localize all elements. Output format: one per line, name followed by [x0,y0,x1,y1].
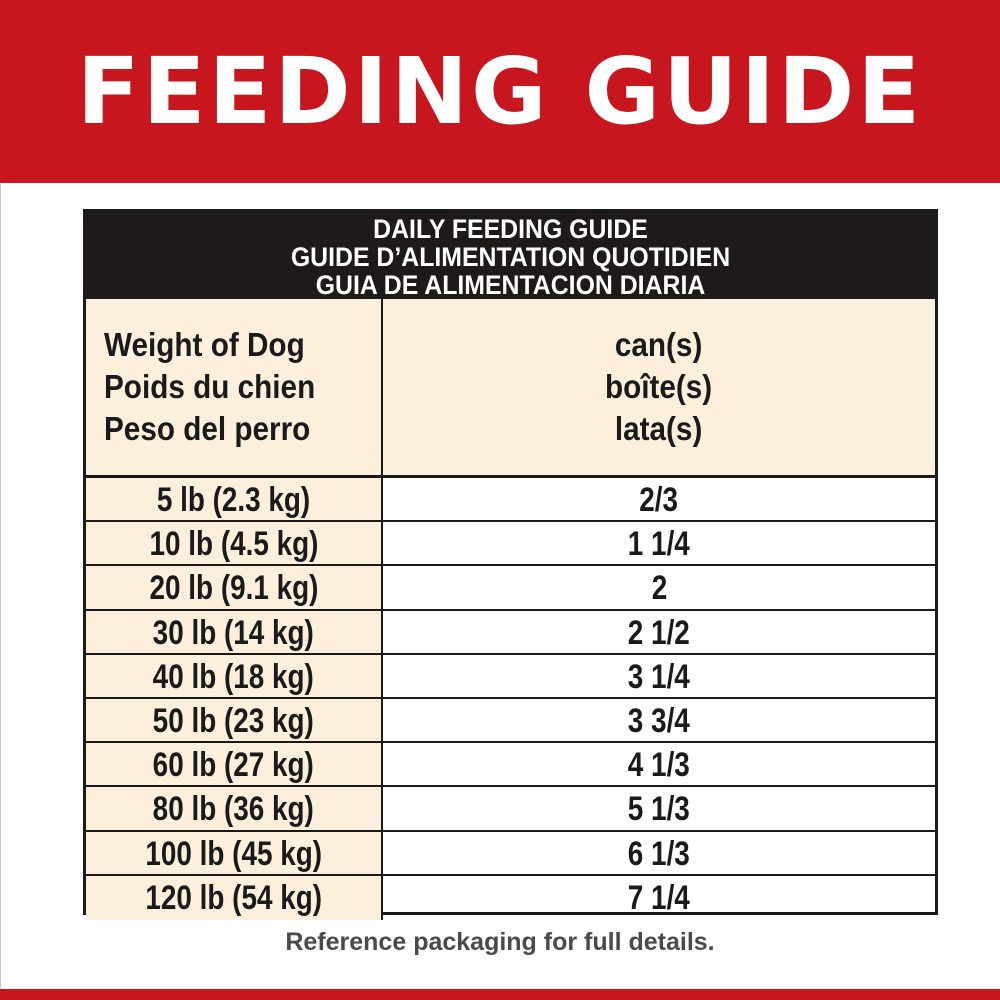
cans-cell: 5 1/3 [383,787,935,829]
cans-cell: 3 1/4 [383,655,935,697]
weight-cell: 40 lb (18 kg) [86,654,383,697]
header-weight-es: Peso del perro [104,410,311,447]
cans-value: 2/3 [639,481,679,519]
header-cans-es: lata(s) [615,410,703,447]
table-title-fr: GUIDE D’ALIMENTATION QUOTIDIEN [290,242,731,272]
header-cans-en: can(s) [615,326,703,363]
weight-cell: 60 lb (27 kg) [86,743,383,786]
weight-cell: 50 lb (23 kg) [86,698,383,742]
table-body: 5 lb (2.3 kg) 2/3 10 lb (4.5 kg) 1 1/4 20 lb… [86,478,935,920]
cans-cell: 6 1/3 [383,832,935,874]
cans-cell: 7 1/4 [383,876,935,920]
cans-cell: 4 1/3 [383,743,935,785]
table-row: 30 lb (14 kg) 2 1/2 [86,610,935,655]
table-row: 20 lb (9.1 kg) 2 [86,566,935,611]
header-weight-en: Weight of Dog [104,326,305,363]
cans-cell: 2 1/2 [383,611,935,653]
header-cans-fr: boîte(s) [605,368,713,405]
weight-value: 10 lb (4.5 kg) [149,525,318,564]
cans-value: 6 1/3 [627,834,691,873]
weight-value: 40 lb (18 kg) [152,657,315,696]
table-row: 40 lb (18 kg) 3 1/4 [86,654,935,699]
cans-value: 4 1/3 [627,746,691,785]
weight-value: 120 lb (54 kg) [145,878,322,917]
cans-cell: 3 3/4 [383,699,935,741]
table-row: 120 lb (54 kg) 7 1/4 [86,875,935,920]
title-banner: FEEDING GUIDE [0,0,1000,183]
weight-cell: 120 lb (54 kg) [86,875,383,920]
table-row: 60 lb (27 kg) 4 1/3 [86,743,935,788]
table-row: 50 lb (23 kg) 3 3/4 [86,698,935,744]
column-headers: Weight of Dog Poids du chien Peso del pe… [86,299,935,478]
weight-value: 5 lb (2.3 kg) [156,481,311,519]
footer-note: Reference packaging for full details. [285,928,715,956]
weight-cell: 20 lb (9.1 kg) [86,566,383,609]
table-title-en: DAILY FEEDING GUIDE [373,214,648,244]
weight-value: 80 lb (36 kg) [152,790,315,829]
cans-value: 5 1/3 [627,790,691,829]
weight-value: 60 lb (27 kg) [152,746,315,785]
column-header-weight: Weight of Dog Poids du chien Peso del pe… [86,299,383,475]
cans-value: 3 1/4 [627,657,691,696]
cans-value: 3 3/4 [627,701,691,740]
weight-value: 50 lb (23 kg) [152,701,315,740]
cans-value: 2 [651,569,667,608]
cans-cell: 1 1/4 [383,522,935,564]
feeding-table: DAILY FEEDING GUIDE GUIDE D’ALIMENTATION… [83,209,938,920]
cans-cell: 2 [383,566,935,608]
page-title: FEEDING GUIDE [76,38,924,145]
table-row: 10 lb (4.5 kg) 1 1/4 [86,522,935,567]
divider [0,183,1,989]
cans-value: 2 1/2 [627,613,691,652]
weight-cell: 80 lb (36 kg) [86,787,383,830]
weight-value: 30 lb (14 kg) [152,613,315,652]
table-row: 80 lb (36 kg) 5 1/3 [86,787,935,832]
bottom-bar [0,989,1000,1000]
cans-cell: 2/3 [383,478,935,520]
table-row: 100 lb (45 kg) 6 1/3 [86,831,935,876]
weight-cell: 30 lb (14 kg) [86,610,383,653]
table-title-es: GUIA DE ALIMENTACION DIARIA [315,270,706,300]
column-header-cans: can(s) boîte(s) lata(s) [383,299,935,475]
cans-value: 1 1/4 [627,525,691,564]
weight-cell: 10 lb (4.5 kg) [86,522,383,565]
header-weight-fr: Poids du chien [104,368,316,405]
table-title: DAILY FEEDING GUIDE GUIDE D’ALIMENTATION… [86,212,935,299]
table-row: 5 lb (2.3 kg) 2/3 [86,478,935,523]
weight-cell: 5 lb (2.3 kg) [86,478,383,521]
cans-value: 7 1/4 [627,878,691,917]
weight-value: 100 lb (45 kg) [145,834,322,873]
weight-cell: 100 lb (45 kg) [86,831,383,874]
weight-value: 20 lb (9.1 kg) [149,569,318,608]
